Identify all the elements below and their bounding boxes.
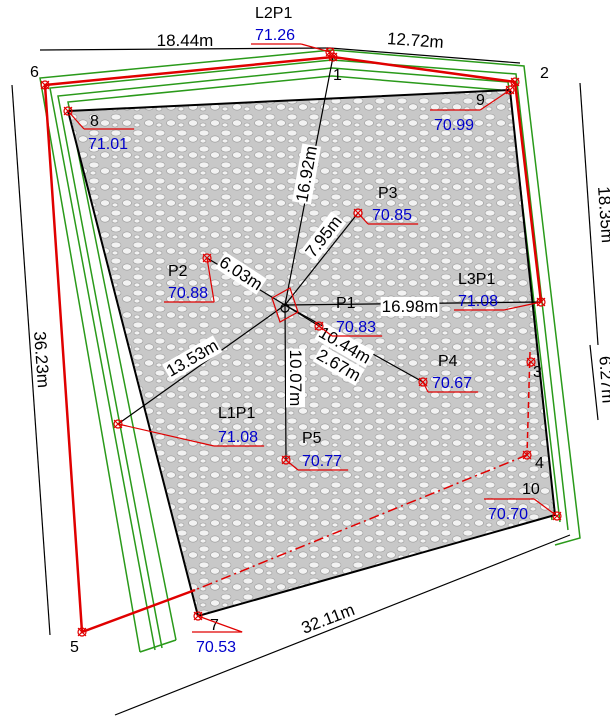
point-marker <box>522 450 532 460</box>
point-marker-x <box>113 419 123 429</box>
station-label: P4 <box>438 353 458 370</box>
station-label: P1 <box>336 295 356 312</box>
point-marker <box>418 377 428 387</box>
point-marker-x <box>353 208 363 218</box>
corner-label: 7 <box>210 617 219 634</box>
dimension-label: 12.72m <box>386 29 444 52</box>
corner-elevation: 70.53 <box>196 639 236 656</box>
leader <box>300 43 331 53</box>
corner-label: 3 <box>533 364 542 381</box>
label-bg <box>385 28 446 53</box>
point-marker-x <box>552 511 562 521</box>
leader <box>117 423 215 447</box>
label-bg <box>595 354 610 405</box>
leader <box>197 615 243 633</box>
corner-label: 4 <box>535 455 544 472</box>
point-marker <box>536 297 546 307</box>
label-bg <box>286 348 305 408</box>
corner-label: 9 <box>476 92 485 109</box>
dimension-label: 36.23m <box>30 331 53 389</box>
station-elevation: 70.67 <box>432 375 472 392</box>
boundary <box>43 55 543 634</box>
dimension-label: 6.27m <box>595 355 610 403</box>
point-marker <box>328 52 338 62</box>
station-label: P2 <box>168 263 188 280</box>
point-marker-x <box>536 297 546 307</box>
label-bg <box>593 184 610 245</box>
station-label: L2P1 <box>255 5 292 22</box>
point-marker <box>113 419 123 429</box>
label-bg <box>380 297 440 316</box>
label-bg <box>312 344 365 386</box>
station-elevation: 70.83 <box>336 319 376 336</box>
corner-elevation: 71.01 <box>88 136 128 153</box>
point-marker <box>325 47 335 57</box>
dimension-label: 32.11m <box>299 600 358 638</box>
point-marker-x <box>281 455 291 465</box>
dimension-lines <box>11 47 599 716</box>
point-marker <box>526 357 536 367</box>
dimension-label: 16.98m <box>382 297 439 316</box>
corner-label: 1 <box>333 67 342 84</box>
point-marker-x <box>202 253 212 263</box>
point-marker-x <box>77 627 87 637</box>
point-marker <box>314 321 324 331</box>
corner-label: 10 <box>522 481 540 498</box>
station-elevation: 71.26 <box>255 27 295 44</box>
label-bg <box>301 211 347 262</box>
corner-label: 8 <box>90 113 99 130</box>
point-marker <box>510 77 520 87</box>
station-label: L1P1 <box>218 405 255 422</box>
corner-label: 6 <box>30 64 39 81</box>
corner-elevation: 70.99 <box>434 117 474 134</box>
dimension-label: 18.44m <box>157 31 214 50</box>
point-marker-x <box>522 450 532 460</box>
point-marker-x <box>526 357 536 367</box>
station-elevation: 70.77 <box>302 453 342 470</box>
label-bg <box>29 329 54 390</box>
point-marker-x <box>510 77 520 87</box>
point-marker-x <box>418 377 428 387</box>
leader <box>533 498 558 517</box>
dimension-label: 18.35m <box>594 186 610 244</box>
station-label: P5 <box>302 430 322 447</box>
label-bg <box>292 143 322 205</box>
point-marker-x <box>193 611 203 621</box>
point-marker-x <box>505 85 515 95</box>
point-marker <box>193 611 203 621</box>
point-marker <box>63 106 73 116</box>
point-marker <box>505 85 515 95</box>
point-marker-x <box>328 52 338 62</box>
point-marker <box>281 455 291 465</box>
leader <box>479 89 511 111</box>
label-bg <box>297 599 359 639</box>
point-marker <box>77 627 87 637</box>
corner-elevation: 70.70 <box>488 506 528 523</box>
leader <box>504 301 542 311</box>
station-elevation: 70.88 <box>168 285 208 302</box>
station-label: L3P1 <box>458 271 495 288</box>
label-bg <box>215 252 267 295</box>
corner-label: 2 <box>540 65 549 82</box>
station-elevation: 71.08 <box>458 293 498 310</box>
leader <box>206 257 215 303</box>
station-elevation: 71.08 <box>218 429 258 446</box>
point-marker-x <box>314 321 324 331</box>
station-label: P3 <box>378 185 398 202</box>
point-marker <box>202 253 212 263</box>
point-marker <box>353 208 363 218</box>
point-marker <box>40 80 50 90</box>
dimension-label: 10.07m <box>286 350 305 407</box>
corner-label: 5 <box>70 639 79 656</box>
label-bg <box>162 335 223 382</box>
station-elevation: 70.85 <box>372 207 412 224</box>
point-marker-x <box>325 47 335 57</box>
point-marker-x <box>40 80 50 90</box>
point-marker <box>552 511 562 521</box>
point-marker-x <box>63 106 73 116</box>
